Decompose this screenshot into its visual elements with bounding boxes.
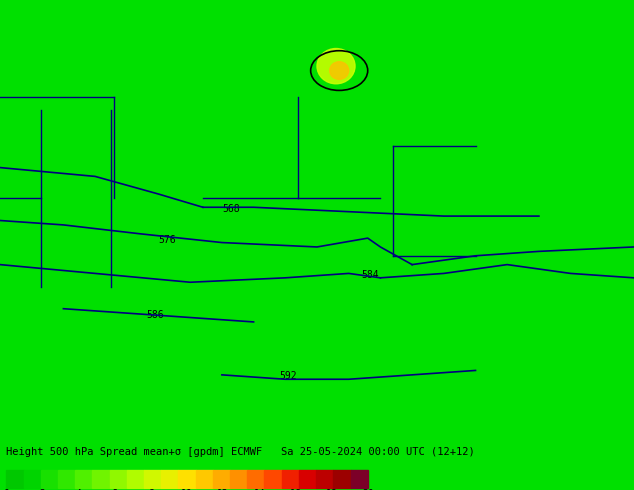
Text: 0: 0 [3, 489, 10, 490]
Text: 6: 6 [112, 489, 118, 490]
Ellipse shape [330, 62, 349, 79]
Text: 2: 2 [39, 489, 46, 490]
Bar [247, 470, 264, 488]
Bar [144, 470, 161, 488]
Bar [213, 470, 230, 488]
Text: 10: 10 [181, 489, 193, 490]
Text: 14: 14 [254, 489, 265, 490]
Bar [23, 470, 41, 488]
Text: 12: 12 [217, 489, 229, 490]
Bar [351, 470, 368, 488]
Ellipse shape [317, 49, 355, 84]
Bar [58, 470, 75, 488]
Bar [196, 470, 213, 488]
Bar [127, 470, 144, 488]
Text: 592: 592 [279, 371, 297, 381]
Bar [333, 470, 351, 488]
Bar [230, 470, 247, 488]
Bar [93, 470, 110, 488]
Text: 8: 8 [148, 489, 154, 490]
Bar [299, 470, 316, 488]
Bar [75, 470, 93, 488]
Text: 4: 4 [75, 489, 82, 490]
Text: 586: 586 [146, 310, 164, 319]
Text: 584: 584 [361, 270, 379, 280]
Text: 20: 20 [362, 489, 373, 490]
Text: 18: 18 [326, 489, 337, 490]
Bar [316, 470, 333, 488]
Bar [6, 470, 23, 488]
Bar [178, 470, 196, 488]
Text: 568: 568 [222, 204, 240, 214]
Text: Height 500 hPa Spread mean+σ [gpdm] ECMWF   Sa 25-05-2024 00:00 UTC (12+12): Height 500 hPa Spread mean+σ [gpdm] ECMW… [6, 447, 475, 457]
Bar [161, 470, 178, 488]
Bar [110, 470, 127, 488]
Bar [264, 470, 281, 488]
Text: 576: 576 [158, 235, 176, 245]
Text: 16: 16 [290, 489, 301, 490]
Bar [41, 470, 58, 488]
Bar [281, 470, 299, 488]
